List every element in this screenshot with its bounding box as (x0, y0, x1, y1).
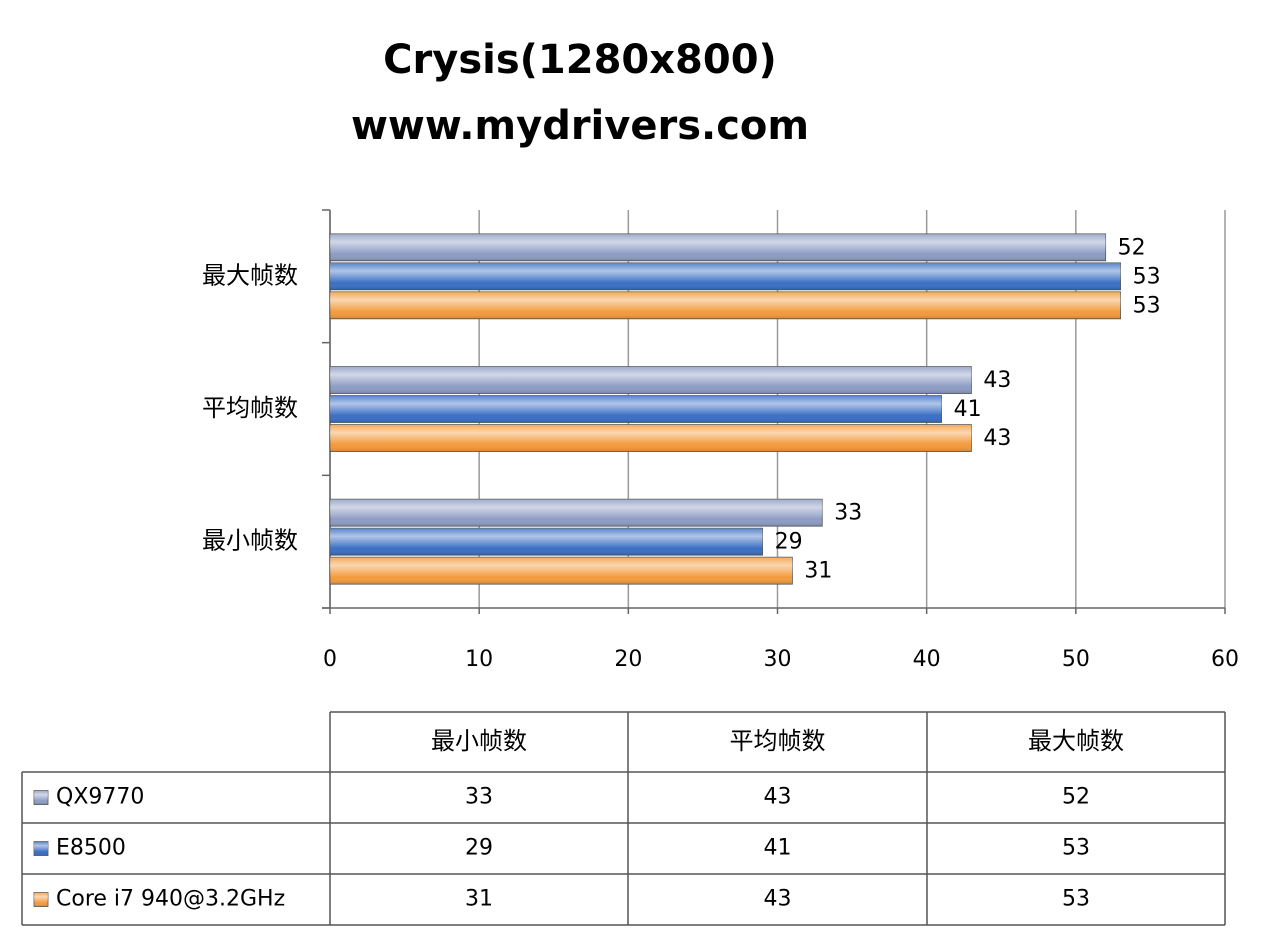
value-label: 31 (804, 559, 832, 584)
legend-label: Core i7 940@3.2GHz (56, 887, 285, 912)
x-tick-label: 60 (1211, 647, 1239, 672)
x-tick-label: 20 (614, 647, 642, 672)
value-label: 43 (983, 368, 1011, 393)
value-label: 53 (1133, 293, 1161, 318)
y-tick-label: 最小帧数 (202, 527, 298, 555)
y-tick-label: 最大帧数 (202, 261, 298, 289)
table-cell: 53 (1062, 836, 1090, 861)
table-cell: 41 (764, 836, 792, 861)
chart-title: Crysis(1280x800) (383, 37, 777, 83)
bar-shine (330, 424, 972, 452)
bar-shine (330, 499, 823, 527)
legend-label: QX9770 (56, 785, 144, 810)
bar-shine (34, 790, 48, 805)
table-header: 最大帧数 (1028, 727, 1124, 755)
table-cell: 43 (764, 887, 792, 912)
bar-shine (330, 233, 1106, 261)
x-tick-label: 50 (1062, 647, 1090, 672)
value-label: 41 (954, 397, 982, 422)
value-label: 43 (983, 426, 1011, 451)
x-tick-label: 30 (764, 647, 792, 672)
x-tick-label: 0 (323, 647, 337, 672)
value-label: 29 (775, 530, 803, 555)
bar-shine (34, 892, 48, 907)
table-header: 最小帧数 (431, 727, 527, 755)
legend-label: E8500 (56, 836, 126, 861)
table-header: 平均帧数 (730, 727, 826, 755)
bar-shine (330, 528, 763, 556)
chart-subtitle: www.mydrivers.com (351, 103, 809, 149)
bar-shine (330, 366, 972, 394)
table-cell: 43 (764, 785, 792, 810)
table-cell: 53 (1062, 887, 1090, 912)
x-tick-label: 10 (465, 647, 493, 672)
table-cell: 33 (465, 785, 493, 810)
table-cell: 29 (465, 836, 493, 861)
bar-shine (330, 557, 793, 585)
table-cell: 31 (465, 887, 493, 912)
value-label: 52 (1118, 235, 1146, 260)
bar-shine (330, 395, 942, 423)
value-label: 53 (1133, 264, 1161, 289)
x-tick-label: 40 (913, 647, 941, 672)
y-tick-label: 平均帧数 (202, 394, 298, 422)
bar-shine (330, 262, 1121, 290)
table-cell: 52 (1062, 785, 1090, 810)
bar-shine (34, 841, 48, 856)
value-label: 33 (834, 501, 862, 526)
bar-shine (330, 291, 1121, 319)
